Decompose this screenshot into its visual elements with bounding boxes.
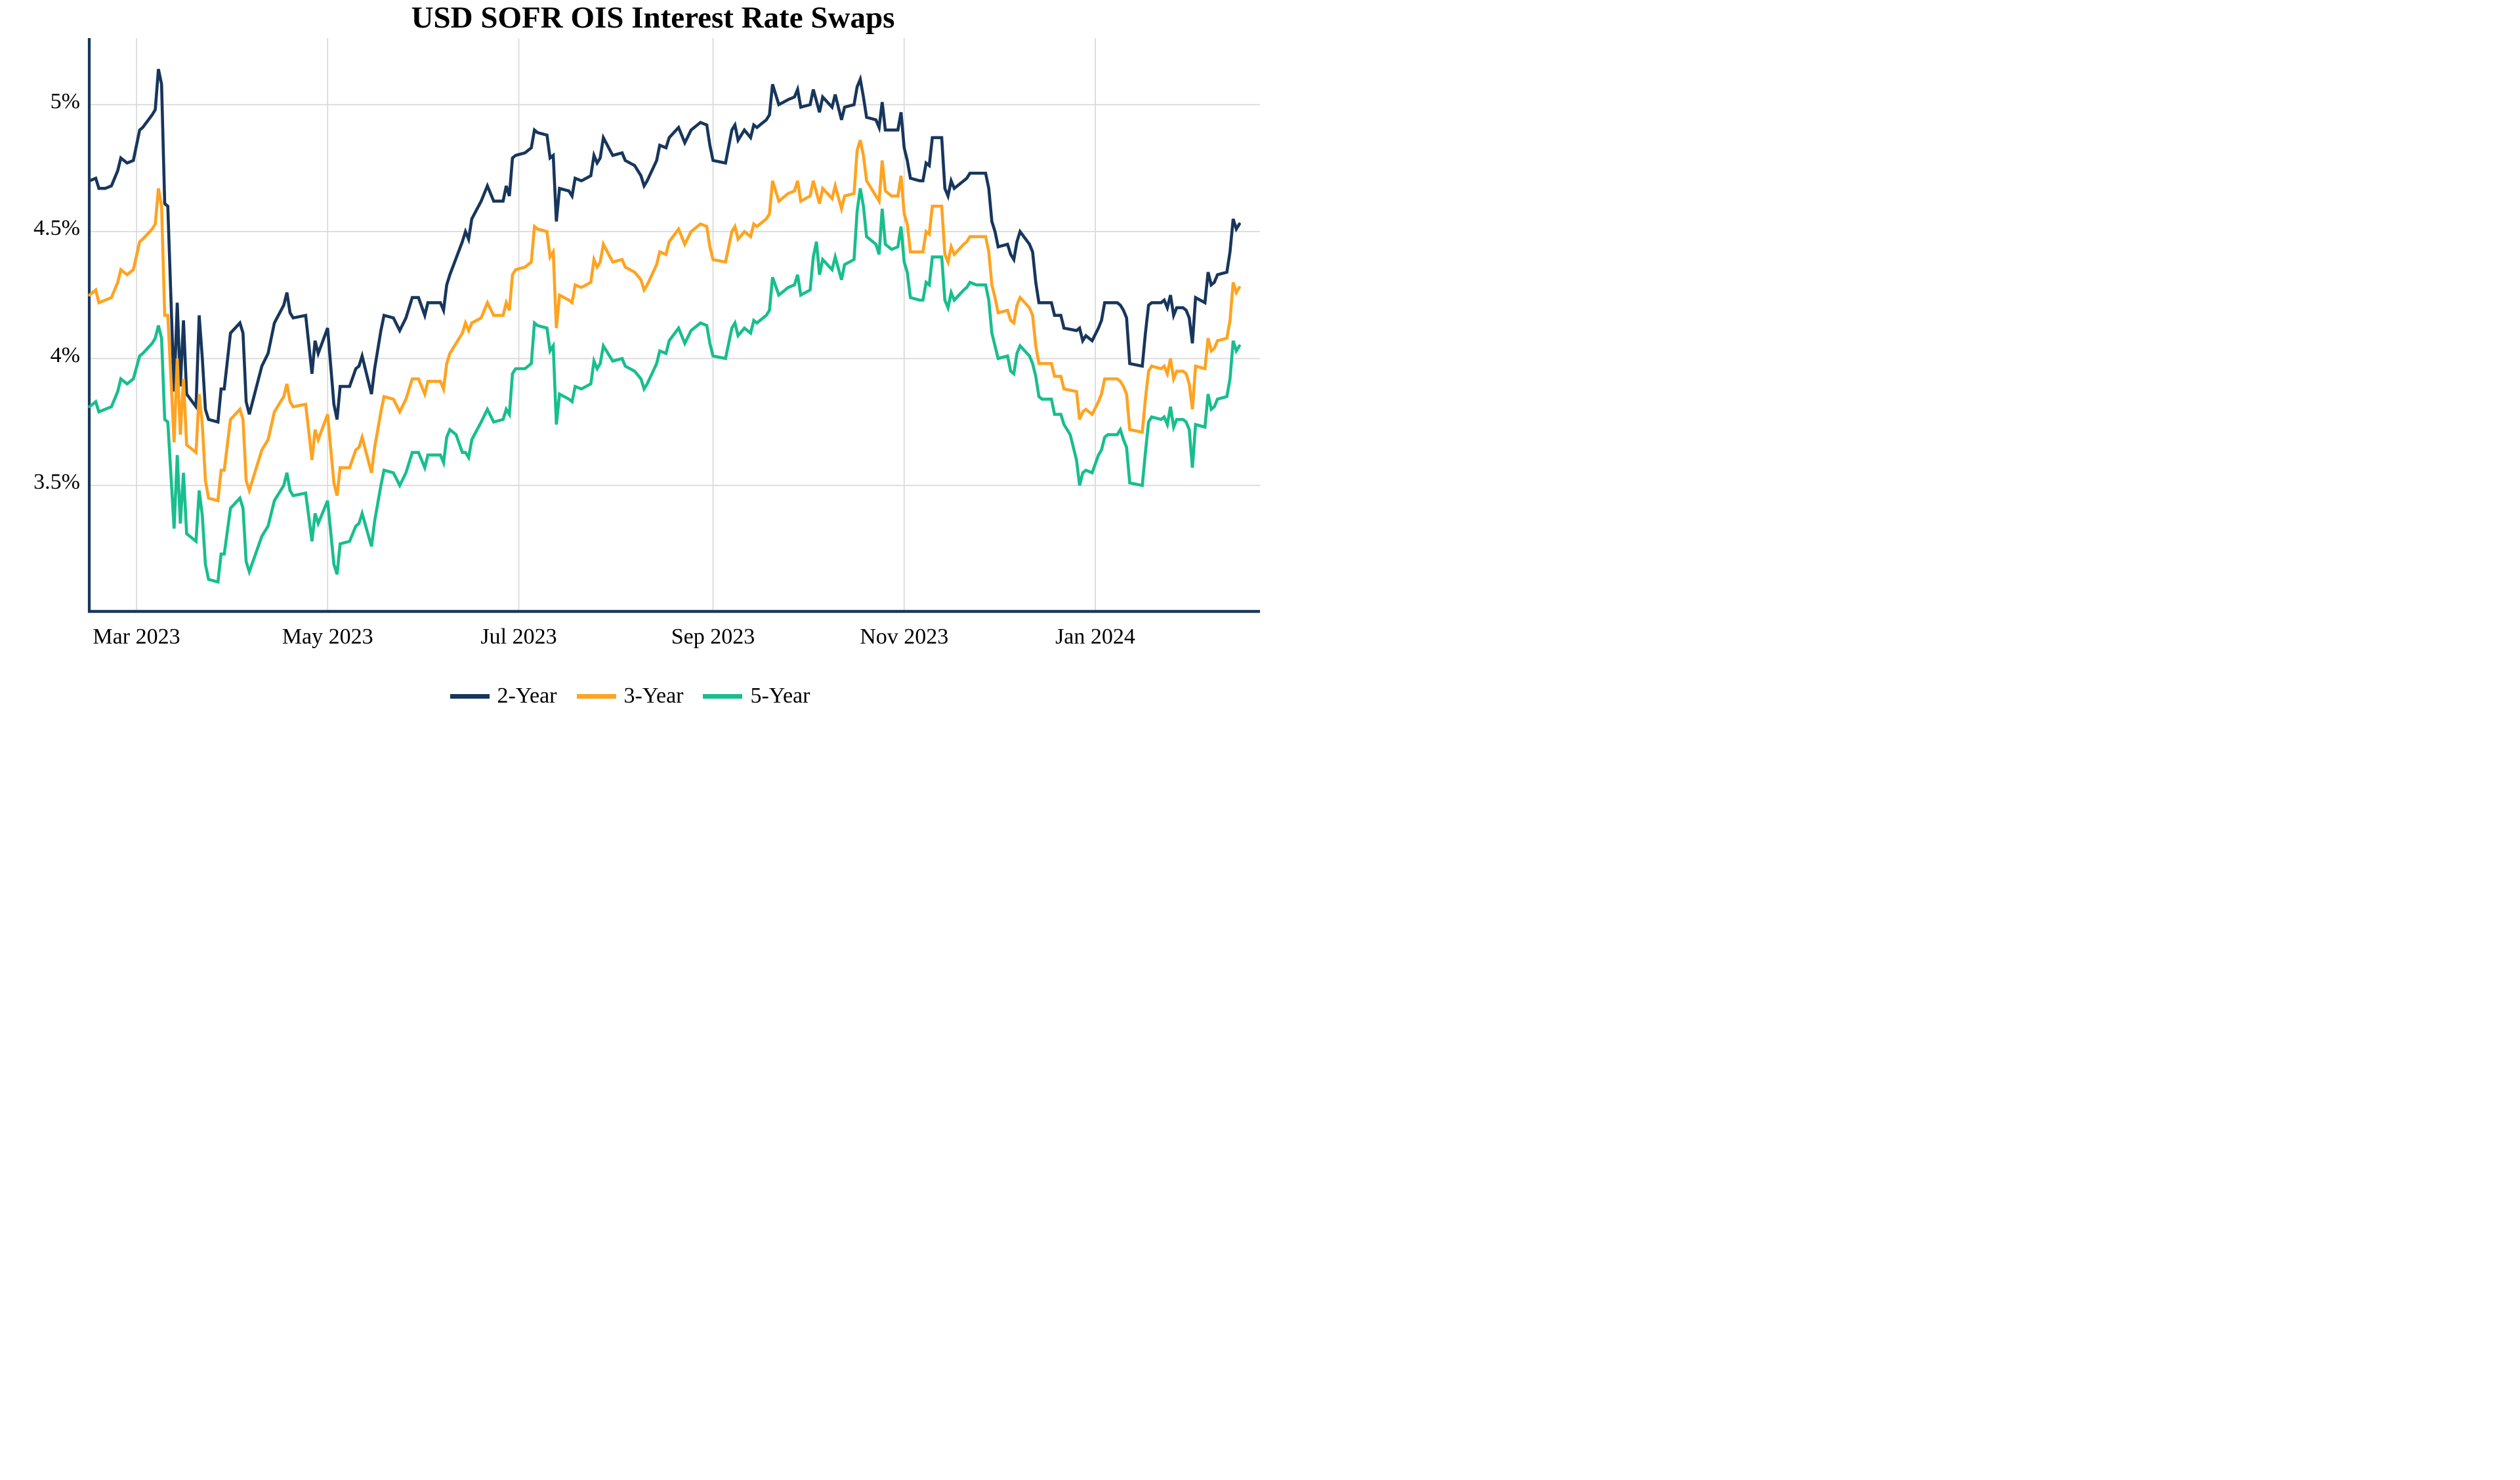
series-line-3-year xyxy=(88,140,1241,503)
legend-label-3-year: 3-Year xyxy=(623,684,684,708)
chart-title: USD SOFR OIS Interest Rate Swaps xyxy=(411,1,895,35)
legend-label-2-year: 2-Year xyxy=(497,684,557,708)
legend-swatch-2-year-icon xyxy=(450,693,490,699)
y-tick-label-4pct: 4% xyxy=(50,342,80,367)
x-tick-label-mar-2023: Mar 2023 xyxy=(93,625,180,649)
x-tick-label-jan-2024: Jan 2024 xyxy=(1055,625,1135,649)
line-chart xyxy=(87,38,1260,613)
legend: 2-Year 3-Year 5-Year xyxy=(0,684,1260,709)
x-tick-label-nov-2023: Nov 2023 xyxy=(860,625,949,649)
legend-item-2-year: 2-Year xyxy=(450,684,557,709)
legend-label-5-year: 5-Year xyxy=(750,684,810,708)
legend-item-5-year: 5-Year xyxy=(703,684,810,709)
legend-swatch-5-year-icon xyxy=(703,693,743,699)
chart-figure: USD SOFR OIS Interest Rate Swaps 5% 4.5%… xyxy=(0,0,1260,740)
y-tick-label-5pct: 5% xyxy=(50,89,80,113)
series-line-5-year xyxy=(88,188,1241,585)
x-tick-label-sep-2023: Sep 2023 xyxy=(671,625,755,649)
legend-item-3-year: 3-Year xyxy=(576,684,684,709)
y-tick-label-3-5pct: 3.5% xyxy=(33,470,80,494)
legend-swatch-3-year-icon xyxy=(576,693,616,699)
y-tick-label-4-5pct: 4.5% xyxy=(33,216,80,240)
x-tick-label-may-2023: May 2023 xyxy=(282,625,373,649)
series-line-2-year xyxy=(88,68,1241,424)
x-tick-label-jul-2023: Jul 2023 xyxy=(480,625,557,649)
